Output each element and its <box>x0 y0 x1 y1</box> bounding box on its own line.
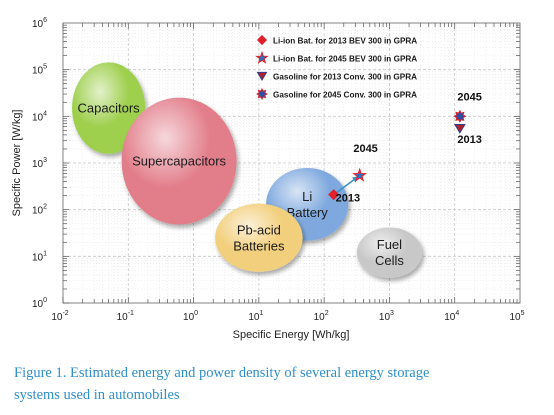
region-label: Pb-acid <box>237 222 281 237</box>
region-gloss <box>356 227 423 278</box>
legend: Li-ion Bat. for 2013 BEV 300 in GPRA Li-i… <box>255 34 417 101</box>
legend-label: Li-ion Bat. for 2045 BEV 300 in GPRA <box>273 55 417 64</box>
legend-marker-burst <box>256 87 268 101</box>
y-tick-label: 103 <box>32 157 47 170</box>
legend-label: Gasoline for 2045 Conv. 300 in GPRA <box>273 91 417 100</box>
year-annotation: 2045 <box>353 143 377 155</box>
caption-line-2: systems used in automobiles <box>14 387 180 403</box>
year-annotation: 2013 <box>336 192 360 204</box>
x-tick-labels: 10-2 10-1 100 101 102 103 104 105 <box>51 310 524 323</box>
x-tick-label: 102 <box>314 310 329 323</box>
region-capacitors: Capacitors <box>72 62 146 154</box>
regions: CapacitorsSupercapacitorsLiBatteryPb-aci… <box>72 62 423 278</box>
region-label: Fuel <box>377 237 402 252</box>
y-tick-label: 102 <box>32 204 47 217</box>
legend-marker-triangle-down <box>256 71 268 82</box>
y-tick-label: 104 <box>32 110 47 123</box>
region-label: Battery <box>287 205 329 220</box>
region-gloss <box>215 203 303 272</box>
region-label: Cells <box>375 253 404 268</box>
x-tick-label: 103 <box>379 310 394 323</box>
ticks <box>62 23 520 304</box>
energy-power-chart: CapacitorsSupercapacitorsLiBatteryPb-aci… <box>11 17 525 341</box>
x-tick-label: 10-1 <box>117 310 134 323</box>
figure-caption: Figure 1. Estimated energy and power den… <box>14 362 544 406</box>
legend-label: Li-ion Bat. for 2013 BEV 300 in GPRA <box>273 37 417 46</box>
y-tick-labels: 100 101 102 103 104 105 106 <box>32 17 47 310</box>
region-supercapacitors: Supercapacitors <box>121 97 237 225</box>
region-label: Batteries <box>233 238 285 253</box>
data-point-triangle-down <box>454 123 466 134</box>
x-tick-label: 104 <box>444 310 459 323</box>
y-axis-label: Specific Power [W/kg] <box>11 110 23 217</box>
y-tick-label: 100 <box>32 297 47 310</box>
data-point-star <box>352 167 368 182</box>
region-gloss <box>121 97 237 225</box>
x-tick-label: 100 <box>183 310 198 323</box>
legend-label: Gasoline for 2013 Conv. 300 in GPRA <box>273 73 417 82</box>
y-tick-label: 105 <box>32 64 47 77</box>
year-annotation: 2013 <box>457 134 481 146</box>
x-tick-label: 101 <box>248 310 263 323</box>
legend-marker-diamond <box>256 34 268 46</box>
region-label: Supercapacitors <box>132 154 226 169</box>
annotations: 2013 2045 2045 2013 <box>336 91 482 204</box>
y-tick-label: 106 <box>32 17 47 30</box>
region-label: Capacitors <box>78 101 141 116</box>
region-label: Li <box>302 189 312 204</box>
legend-item: Li-ion Bat. for 2045 BEV 300 in GPRA <box>255 50 417 64</box>
data-point-burst <box>453 109 467 123</box>
x-axis-label: Specific Energy [Wh/kg] <box>233 329 350 341</box>
data-point-diamond <box>328 189 340 201</box>
region-gloss <box>72 62 146 154</box>
legend-item: Li-ion Bat. for 2013 BEV 300 in GPRA <box>256 34 417 46</box>
x-tick-label: 105 <box>509 310 524 323</box>
y-tick-label: 101 <box>32 250 47 263</box>
year-annotation: 2045 <box>457 91 481 103</box>
caption-line-1: Figure 1. Estimated energy and power den… <box>14 365 430 381</box>
x-tick-label: 10-2 <box>51 310 68 323</box>
data-points <box>328 109 467 201</box>
legend-marker-star <box>255 50 269 64</box>
legend-item: Gasoline for 2013 Conv. 300 in GPRA <box>256 71 417 82</box>
legend-item: Gasoline for 2045 Conv. 300 in GPRA <box>256 87 417 101</box>
